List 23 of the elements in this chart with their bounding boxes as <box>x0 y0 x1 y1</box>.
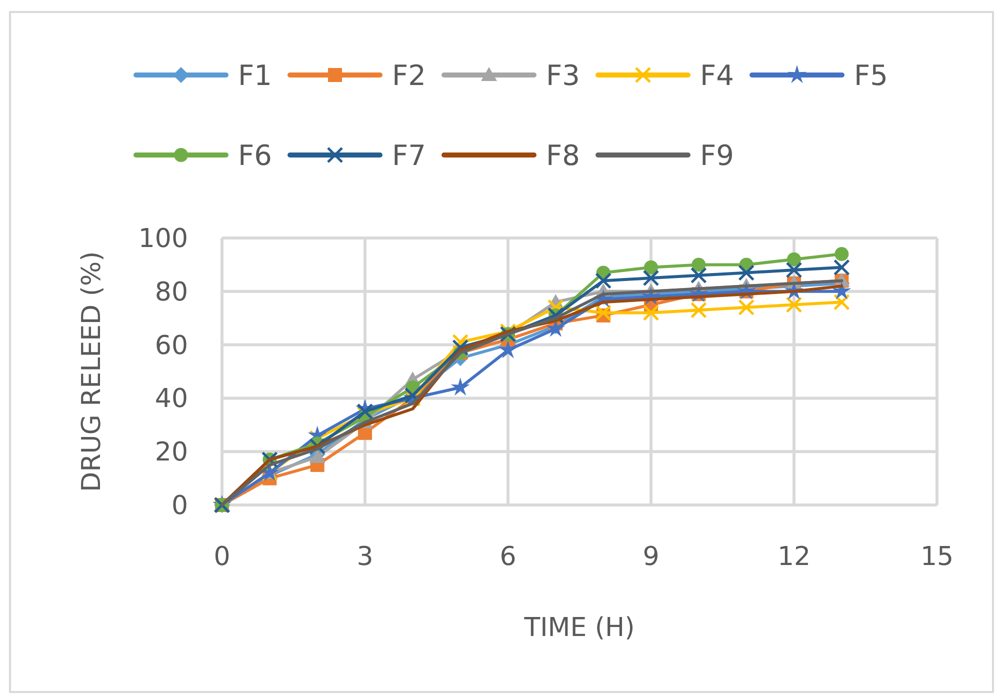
legend-label: F9 <box>700 139 734 172</box>
y-tick-label: 20 <box>154 438 188 468</box>
legend-label: F8 <box>546 139 580 172</box>
y-tick-label: 80 <box>154 277 188 308</box>
y-tick-label: 0 <box>171 491 188 521</box>
legend-label: F5 <box>854 59 888 92</box>
y-axis-title: DRUG RELEED (%) <box>77 251 107 492</box>
x-tick-label: 3 <box>356 542 374 572</box>
y-tick-label: 60 <box>154 330 188 361</box>
legend-label: F7 <box>392 139 426 172</box>
legend-label: F2 <box>392 59 426 92</box>
x-axis-title: TIME (H) <box>523 613 635 643</box>
y-tick-label: 100 <box>138 224 188 254</box>
legend-label: F3 <box>546 59 580 92</box>
x-tick-label: 0 <box>214 542 230 572</box>
legend-label: F6 <box>238 139 272 172</box>
x-tick-label: 12 <box>777 542 811 572</box>
x-tick-label: 15 <box>920 542 954 572</box>
legend-label: F1 <box>238 59 272 92</box>
legend-label: F4 <box>700 59 734 92</box>
x-tick-label: 6 <box>500 542 516 572</box>
x-tick-label: 9 <box>642 542 660 572</box>
y-tick-label: 40 <box>154 384 188 414</box>
